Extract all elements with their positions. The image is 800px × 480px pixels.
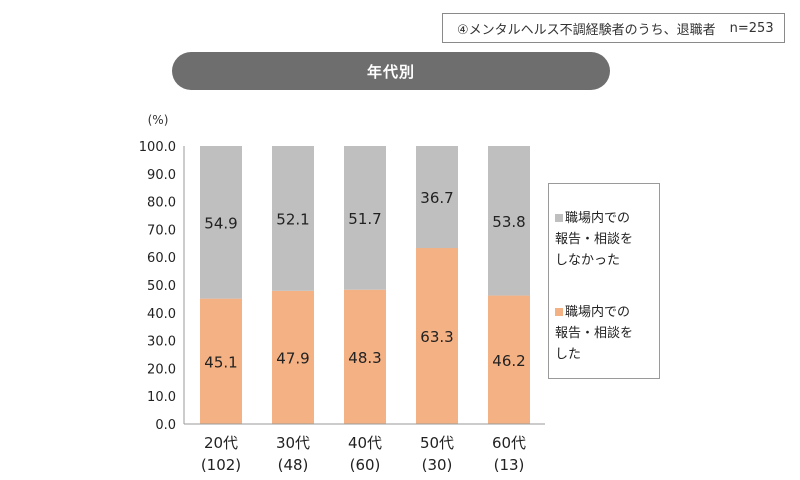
bar-segment-not-reported — [488, 146, 530, 296]
y-tick-label: 70.0 — [147, 223, 176, 238]
y-tick-label: 50.0 — [147, 279, 176, 294]
x-category-label: 30代 — [276, 434, 310, 452]
y-tick-label: 30.0 — [147, 335, 176, 350]
bar-segment-reported — [344, 289, 386, 424]
unit-label: (%) — [148, 113, 169, 127]
bar-segment-reported — [272, 290, 314, 424]
data-label-not-reported: 36.7 — [420, 189, 453, 207]
x-category-label: 40代 — [348, 434, 382, 452]
legend-swatch-reported — [555, 307, 563, 316]
y-tick-label: 20.0 — [147, 362, 176, 377]
bar-segment-not-reported — [272, 146, 314, 291]
y-tick-label: 40.0 — [147, 307, 176, 322]
x-category-count: (60) — [350, 456, 381, 474]
header-title: ④メンタルヘルス不調経験者のうち、退職者 — [457, 22, 716, 38]
x-category-label: 60代 — [492, 434, 526, 452]
y-tick-label: 10.0 — [147, 390, 176, 405]
bar-segment-reported — [488, 295, 530, 424]
data-label-not-reported: 51.7 — [348, 210, 381, 228]
legend-swatch-not-reported — [555, 213, 563, 222]
legend-item-reported: 職場内での 報告・相談を した — [555, 302, 633, 365]
legend-label-reported: 職場内での 報告・相談を した — [555, 305, 634, 362]
data-label-reported: 48.3 — [348, 349, 381, 367]
x-category-count: (13) — [494, 456, 525, 474]
bar-segment-reported — [416, 248, 458, 424]
data-label-not-reported: 52.1 — [276, 210, 309, 228]
bar-segment-not-reported — [200, 146, 242, 299]
data-label-reported: 47.9 — [276, 349, 309, 367]
legend-item-not-reported: 職場内での 報告・相談を しなかった — [555, 208, 633, 271]
data-label-not-reported: 53.8 — [492, 213, 525, 231]
y-tick-label: 60.0 — [147, 251, 176, 266]
y-tick-label: 80.0 — [147, 196, 176, 211]
data-label-reported: 63.3 — [420, 328, 453, 346]
legend-label-not-reported: 職場内での 報告・相談を しなかった — [555, 211, 634, 268]
x-category-label: 50代 — [420, 434, 454, 452]
y-axis: 100.0 90.0 80.0 70.0 60.0 50.0 40.0 30.0 20.0 10.… — [139, 140, 185, 433]
bar-segment-not-reported — [416, 146, 458, 249]
x-category-count: (102) — [201, 456, 241, 474]
header-box: ④メンタルヘルス不調経験者のうち、退職者 n=253 — [442, 13, 785, 43]
bar-segment-not-reported — [344, 146, 386, 290]
legend: 職場内での 報告・相談を しなかった 職場内での 報告・相談を した — [548, 183, 660, 379]
data-label-not-reported: 54.9 — [204, 214, 237, 232]
data-label-reported: 46.2 — [492, 352, 525, 370]
x-axis: 20代 (102) 30代 (48) 40代 (60) 50代 (30) 60代 (13) — [184, 423, 545, 474]
group-label: 年代別 — [366, 62, 415, 81]
x-category-count: (30) — [422, 456, 453, 474]
data-label-reported: 45.1 — [204, 353, 237, 371]
group-label-pill: 年代別 — [172, 52, 610, 90]
y-tick-label: 0.0 — [155, 418, 176, 433]
x-category-count: (48) — [278, 456, 309, 474]
y-tick-label: 90.0 — [147, 168, 176, 183]
sample-size: n=253 — [729, 20, 774, 36]
bar-segment-reported — [200, 298, 242, 424]
bars: 45.1 54.9 47.9 52.1 48.3 51.7 63.3 36.7 46.2 53.8 — [200, 146, 530, 424]
y-tick-label: 100.0 — [139, 140, 176, 155]
x-category-label: 20代 — [204, 434, 238, 452]
